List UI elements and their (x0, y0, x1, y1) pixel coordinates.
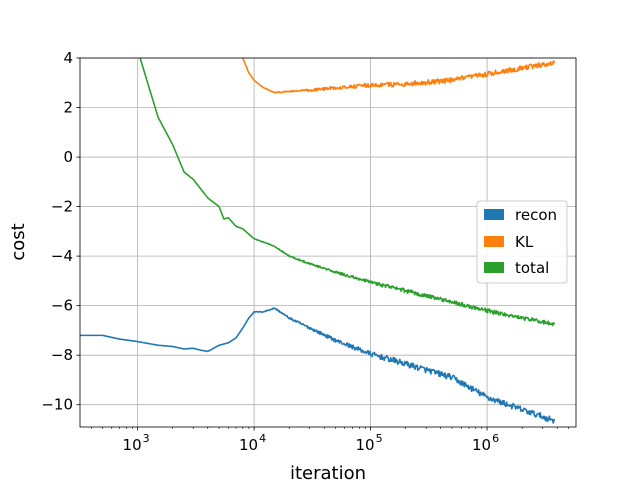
x-tick-label-base: 10 (123, 436, 142, 454)
series-line-total (139, 58, 556, 327)
x-tick-label-exponent: 5 (376, 432, 383, 445)
series-group (80, 58, 556, 424)
y-tick-label: 4 (63, 49, 73, 67)
plot-frame (79, 57, 577, 428)
x-tick-label: 10 5 (356, 432, 383, 454)
legend: recon KL total (476, 200, 568, 284)
legend-swatch-total (484, 262, 504, 273)
x-tick-label-base: 10 (239, 436, 258, 454)
x-axis-label: iteration (290, 463, 366, 480)
y-axis-label: cost (8, 223, 29, 260)
x-tick-label-exponent: 3 (143, 432, 150, 445)
x-tick-label-exponent: 6 (492, 432, 499, 445)
y-tick-label: 0 (63, 148, 73, 166)
x-tick-label: 10 6 (472, 432, 499, 454)
y-tick-label: −4 (51, 247, 73, 265)
legend-swatch-kl (484, 236, 504, 247)
legend-swatch-recon (484, 209, 504, 220)
series-line-kl (242, 58, 556, 94)
x-tick-label: 10 3 (123, 432, 150, 454)
series-line-recon (80, 307, 556, 424)
x-axis-ticks: 10 3 10 4 10 5 10 6 (123, 427, 499, 454)
x-tick-label: 10 4 (239, 432, 266, 454)
y-tick-label: −6 (51, 297, 73, 315)
legend-label-total: total (515, 259, 549, 277)
x-minor-ticks (90, 427, 569, 429)
x-tick-label-exponent: 4 (259, 432, 266, 445)
x-tick-label-base: 10 (356, 436, 375, 454)
y-axis-ticks: 4 2 0 −2 −4 −6 −8 −10 (41, 49, 80, 414)
x-tick-label-base: 10 (472, 436, 491, 454)
y-tick-label: 2 (63, 99, 73, 117)
y-tick-label: −10 (41, 396, 73, 414)
legend-label-kl: KL (515, 233, 534, 251)
y-tick-label: −2 (51, 198, 73, 216)
y-tick-label: −8 (51, 346, 73, 364)
legend-label-recon: recon (515, 206, 557, 224)
